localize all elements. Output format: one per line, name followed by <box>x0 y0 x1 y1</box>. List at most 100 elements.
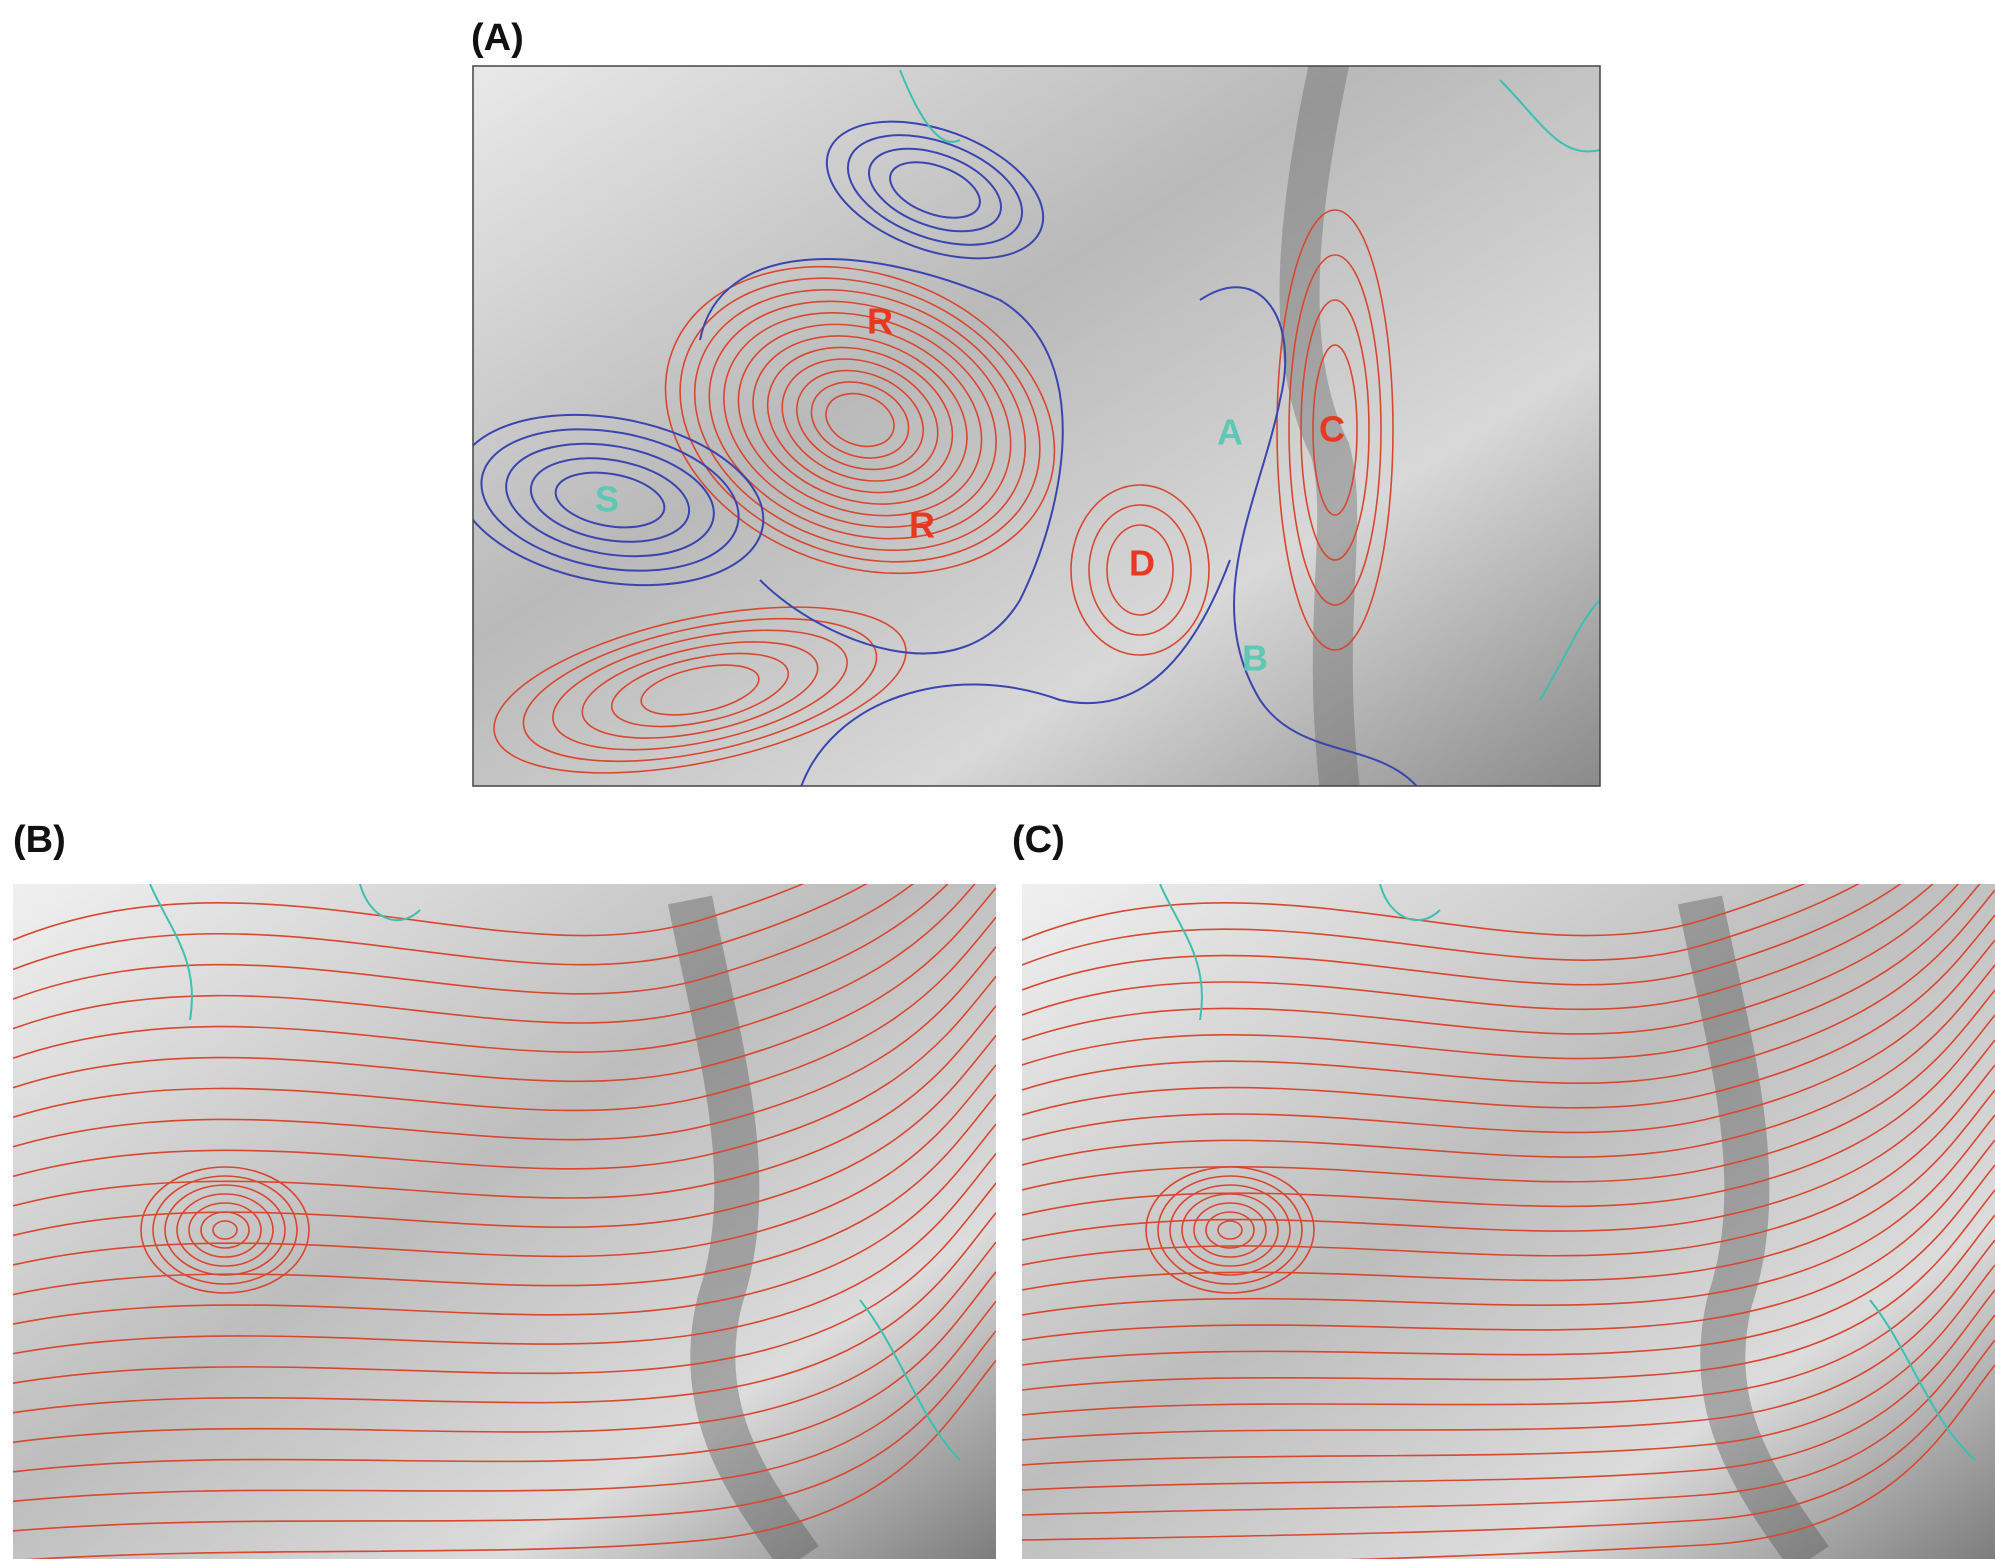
panel-label: (C) <box>1012 819 1065 861</box>
coastline <box>899 69 1600 701</box>
annotation: A <box>1217 412 1243 453</box>
contour <box>1199 286 1418 786</box>
contour <box>152 1175 298 1285</box>
satellite-image <box>473 66 1600 786</box>
contour <box>1022 1139 1995 1341</box>
contour <box>1022 1039 1995 1241</box>
contour <box>1022 1264 1995 1466</box>
contour <box>1022 964 1995 1166</box>
contour <box>13 884 868 971</box>
annotation: S <box>595 479 619 520</box>
contour <box>13 884 915 1000</box>
contours <box>13 884 996 1559</box>
contour <box>1022 1339 1995 1541</box>
contour <box>13 1123 996 1325</box>
contour <box>1022 884 1981 1066</box>
contour <box>766 346 954 494</box>
contour <box>825 392 895 448</box>
contour <box>1022 884 1960 1041</box>
contour <box>13 1005 996 1207</box>
contour <box>1022 1314 1995 1516</box>
contour <box>13 1182 996 1384</box>
contour <box>1022 884 1806 941</box>
contour <box>693 288 1027 552</box>
contour <box>13 916 996 1119</box>
coastline <box>1159 884 1976 1461</box>
contour <box>664 265 1056 575</box>
contour <box>796 369 924 471</box>
panel-a <box>473 66 1600 786</box>
contour <box>13 1064 996 1266</box>
contour <box>554 471 666 529</box>
coastline <box>149 884 961 1461</box>
contour <box>522 617 878 763</box>
contour <box>1022 1064 1995 1266</box>
contour <box>140 1166 310 1294</box>
annotation: D <box>1129 543 1155 584</box>
contour <box>846 134 1024 246</box>
contour <box>679 277 1041 563</box>
contour <box>1022 1289 1995 1491</box>
contour <box>13 1300 996 1503</box>
annotation: C <box>1319 409 1345 450</box>
contour <box>781 358 939 482</box>
contour <box>1022 889 1995 1091</box>
panel-label: (B) <box>13 819 66 861</box>
contour <box>493 606 907 774</box>
annotation: R <box>867 301 893 342</box>
contour <box>1193 1202 1267 1258</box>
contour <box>1022 1189 1995 1391</box>
contour <box>1276 209 1394 651</box>
contour <box>868 147 1002 233</box>
contour <box>1300 299 1370 561</box>
contours <box>1022 884 1995 1559</box>
contour <box>1022 884 1860 966</box>
contour <box>1022 1114 1995 1316</box>
contour <box>1022 1164 1995 1366</box>
contour <box>473 413 765 587</box>
contour <box>13 1271 996 1473</box>
contour <box>708 300 1012 540</box>
contour <box>176 1193 274 1267</box>
contour <box>1145 1166 1315 1294</box>
contour <box>810 381 910 459</box>
contour <box>699 258 1064 655</box>
contour <box>581 641 819 739</box>
contour <box>212 1220 238 1240</box>
contour <box>1022 884 1902 991</box>
contour <box>1022 884 1934 1016</box>
contour <box>752 335 968 505</box>
contour <box>529 457 691 543</box>
contour <box>1022 1239 1995 1441</box>
contour <box>610 652 790 728</box>
contour <box>1022 1089 1995 1291</box>
contour <box>1288 254 1382 606</box>
annotation: R <box>909 505 935 546</box>
contour <box>723 312 997 528</box>
contour <box>889 161 981 219</box>
contour <box>13 884 949 1030</box>
contour <box>1217 1220 1243 1240</box>
contour <box>1022 1014 1995 1216</box>
satellite-image <box>1022 884 1995 1559</box>
contour <box>13 975 996 1178</box>
contour <box>1312 344 1358 516</box>
panel-frame <box>472 65 1601 787</box>
contours <box>473 120 1418 786</box>
contour <box>1157 1175 1303 1285</box>
contour <box>737 323 983 517</box>
contour <box>1022 914 1995 1116</box>
contour <box>13 884 805 941</box>
contour <box>505 442 715 558</box>
contour <box>1169 1184 1291 1276</box>
contour <box>1022 1214 1995 1416</box>
contour <box>164 1184 286 1276</box>
contour <box>13 1330 996 1532</box>
contour <box>1022 939 1995 1141</box>
contour <box>1181 1193 1279 1267</box>
contour <box>1205 1211 1255 1249</box>
annotation: B <box>1242 638 1268 679</box>
panel-label: (A) <box>471 17 524 59</box>
contour <box>1106 524 1174 616</box>
